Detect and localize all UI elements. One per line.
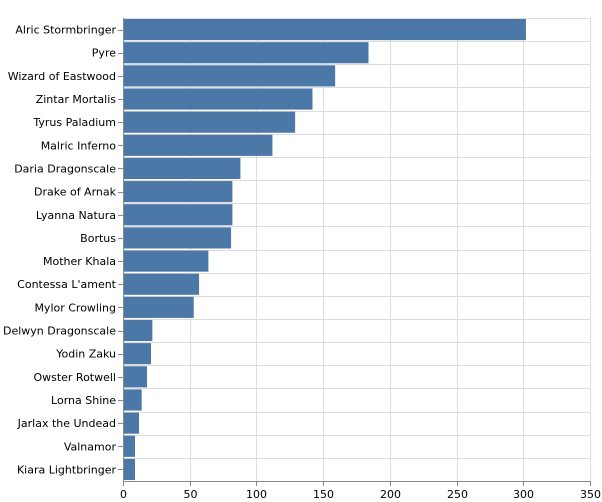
bar [123,273,200,295]
category-label: Pyre [92,47,116,60]
bar [123,366,148,388]
x-tick-label: 250 [447,488,468,501]
category-label: Mylor Crowling [34,301,116,314]
bar [123,204,233,226]
category-label: Lorna Shine [51,394,116,407]
category-label: Kiara Lightbringer [17,463,117,476]
bar [123,412,140,434]
y-axis-labels: Alric Stormbringer Pyre Wizard of Eastwood… [3,24,123,476]
category-label: Lyanna Natura [36,209,116,222]
x-tick-label: 200 [380,488,401,501]
bar [123,389,142,411]
x-tick-label: 150 [313,488,334,501]
bar [123,343,152,365]
category-label: Malric Inferno [41,139,117,152]
x-tick-label: 350 [580,488,601,501]
bar [123,42,369,64]
bar [123,227,232,249]
category-label: Mother Khala [43,255,116,268]
x-tick-label: 0 [120,488,127,501]
x-axis-ticks: 0 50 100 150 200 250 300 350 [120,481,601,501]
category-label: Wizard of Eastwood [8,70,116,83]
x-tick-label: 300 [513,488,534,501]
bar [123,19,526,41]
bars [123,19,526,480]
bar [123,65,336,87]
axes [123,18,590,482]
y-gridlines [123,18,590,482]
bar [123,296,194,318]
category-label: Drake of Arnak [34,186,117,199]
category-label: Alric Stormbringer [15,24,116,37]
category-label: Zintar Mortalis [36,93,117,106]
category-label: Daria Dragonscale [14,162,116,175]
bar [123,181,233,203]
x-tick-label: 100 [246,488,267,501]
bar [123,250,209,272]
bar [123,435,136,457]
category-label: Bortus [80,232,116,245]
bar [123,157,241,180]
bar [123,111,296,133]
category-label: Jarlax the Undead [17,417,116,430]
category-label: Tyrus Paladium [32,116,116,129]
category-label: Owster Rotwell [33,371,116,384]
category-label: Delwyn Dragonscale [3,325,116,338]
category-label: Valnamor [64,440,117,453]
bar [123,134,273,156]
category-label: Yodin Zaku [55,348,116,361]
x-tick-label: 50 [184,488,198,501]
bar [123,88,313,110]
bar [123,458,136,480]
bar [123,319,153,342]
category-label: Contessa L'ament [17,278,117,291]
